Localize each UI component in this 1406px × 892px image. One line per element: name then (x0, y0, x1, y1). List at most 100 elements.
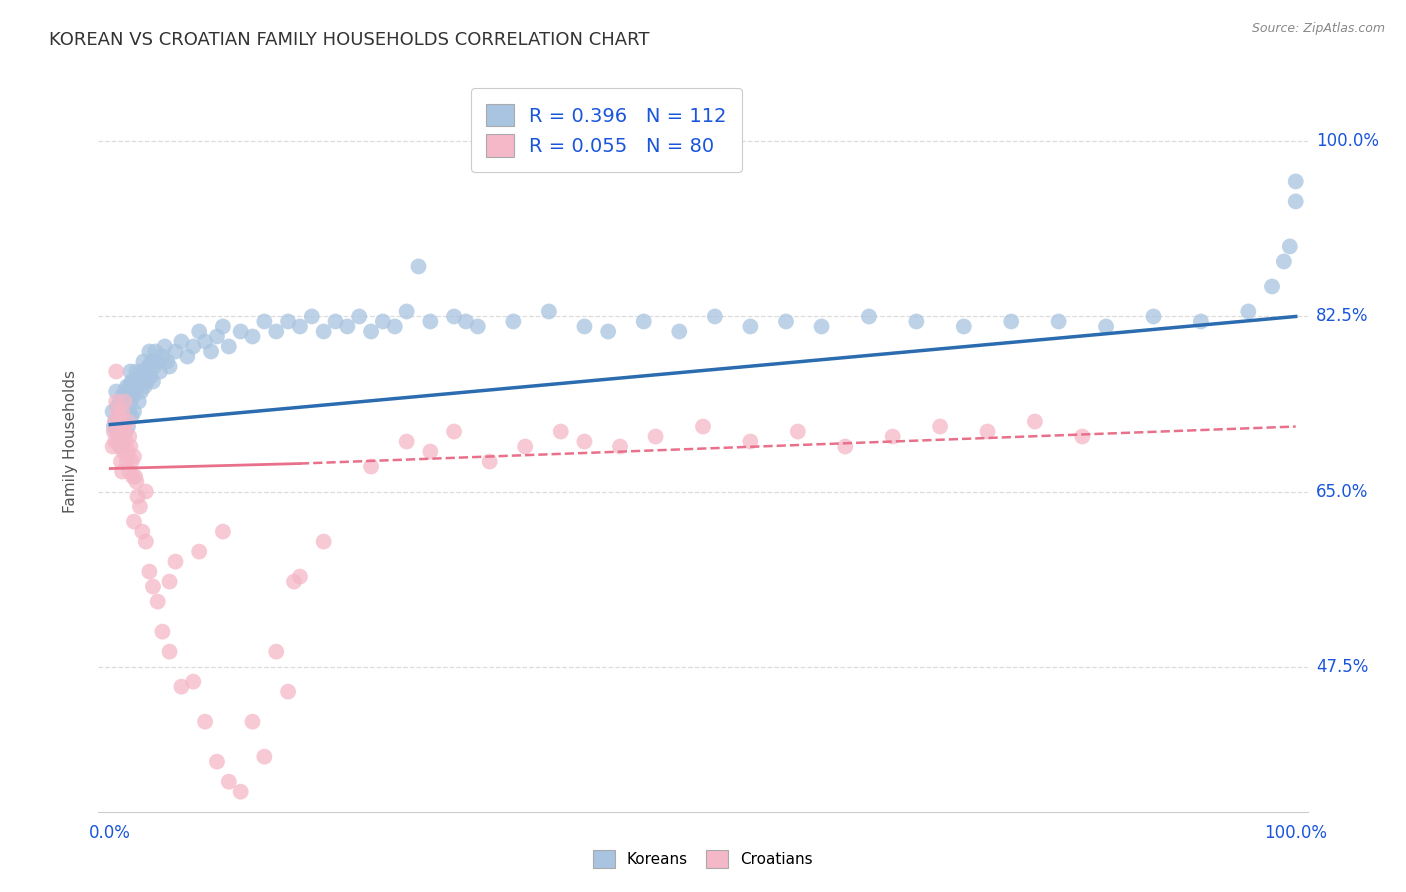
Point (212, 524, 235, 539)
Point (141, 354, 163, 368)
Point (108, 415, 131, 429)
Point (135, 484, 157, 499)
Point (143, 359, 166, 374)
Point (194, 714, 217, 729)
Point (120, 440, 142, 454)
Point (117, 419, 139, 434)
Point (121, 469, 143, 483)
Point (633, 314, 655, 328)
Point (347, 310, 370, 324)
Point (478, 454, 501, 468)
Point (146, 354, 169, 368)
Text: 82.5%: 82.5% (1316, 308, 1368, 326)
Point (110, 454, 132, 468)
Point (218, 774, 240, 789)
Point (121, 454, 143, 468)
Point (103, 419, 125, 434)
Point (325, 314, 347, 328)
Point (1142, 310, 1164, 324)
Point (131, 364, 153, 378)
Point (136, 375, 159, 389)
Point (122, 515, 145, 529)
Point (107, 409, 129, 424)
Point (101, 404, 124, 418)
Point (229, 325, 252, 339)
Point (253, 749, 276, 764)
Point (1000, 314, 1022, 328)
Point (550, 425, 572, 439)
Point (165, 344, 187, 359)
Point (205, 329, 228, 343)
Point (264, 325, 287, 339)
Point (105, 404, 128, 418)
Point (408, 260, 430, 274)
Point (101, 440, 124, 454)
Point (170, 680, 193, 694)
Point (142, 580, 165, 594)
Point (212, 319, 235, 334)
Point (1071, 429, 1094, 443)
Point (443, 310, 465, 324)
Point (135, 534, 157, 549)
Point (120, 364, 142, 378)
Point (134, 379, 156, 393)
Point (740, 319, 762, 334)
Point (976, 425, 998, 439)
Point (103, 425, 125, 439)
Point (502, 314, 524, 328)
Point (181, 674, 204, 689)
Point (111, 390, 134, 404)
Point (242, 714, 264, 729)
Point (104, 415, 127, 429)
Point (114, 394, 136, 409)
Point (929, 419, 952, 434)
Point (277, 314, 299, 328)
Point (312, 534, 335, 549)
Point (114, 434, 136, 449)
Point (668, 325, 690, 339)
Point (253, 314, 276, 328)
Point (283, 574, 305, 589)
Point (118, 429, 141, 443)
Point (443, 425, 465, 439)
Point (371, 314, 394, 328)
Point (149, 364, 172, 378)
Point (170, 334, 193, 349)
Point (574, 319, 596, 334)
Point (692, 419, 714, 434)
Point (107, 409, 129, 424)
Text: KOREAN VS CROATIAN FAMILY HOUSEHOLDS CORRELATION CHART: KOREAN VS CROATIAN FAMILY HOUSEHOLDS COR… (49, 31, 650, 49)
Point (1278, 239, 1301, 253)
Point (142, 375, 165, 389)
Legend: Koreans, Croatians: Koreans, Croatians (588, 844, 818, 873)
Point (537, 304, 560, 318)
Point (131, 524, 153, 539)
Point (360, 325, 382, 339)
Point (105, 425, 128, 439)
Point (111, 440, 134, 454)
Point (114, 394, 136, 409)
Point (419, 314, 441, 328)
Point (188, 325, 211, 339)
Point (117, 415, 139, 429)
Point (114, 384, 136, 399)
Point (112, 425, 135, 439)
Point (740, 434, 762, 449)
Point (115, 379, 138, 393)
Point (122, 404, 145, 418)
Point (110, 419, 132, 434)
Point (200, 344, 222, 359)
Point (467, 319, 489, 334)
Point (1237, 304, 1260, 318)
Point (775, 314, 797, 328)
Legend: R = 0.396   N = 112, R = 0.055   N = 80: R = 0.396 N = 112, R = 0.055 N = 80 (471, 88, 742, 172)
Point (114, 425, 136, 439)
Point (129, 384, 152, 399)
Point (110, 404, 132, 418)
Point (786, 425, 808, 439)
Point (194, 334, 217, 349)
Point (1047, 314, 1070, 328)
Point (112, 400, 135, 414)
Point (129, 369, 152, 384)
Point (515, 440, 537, 454)
